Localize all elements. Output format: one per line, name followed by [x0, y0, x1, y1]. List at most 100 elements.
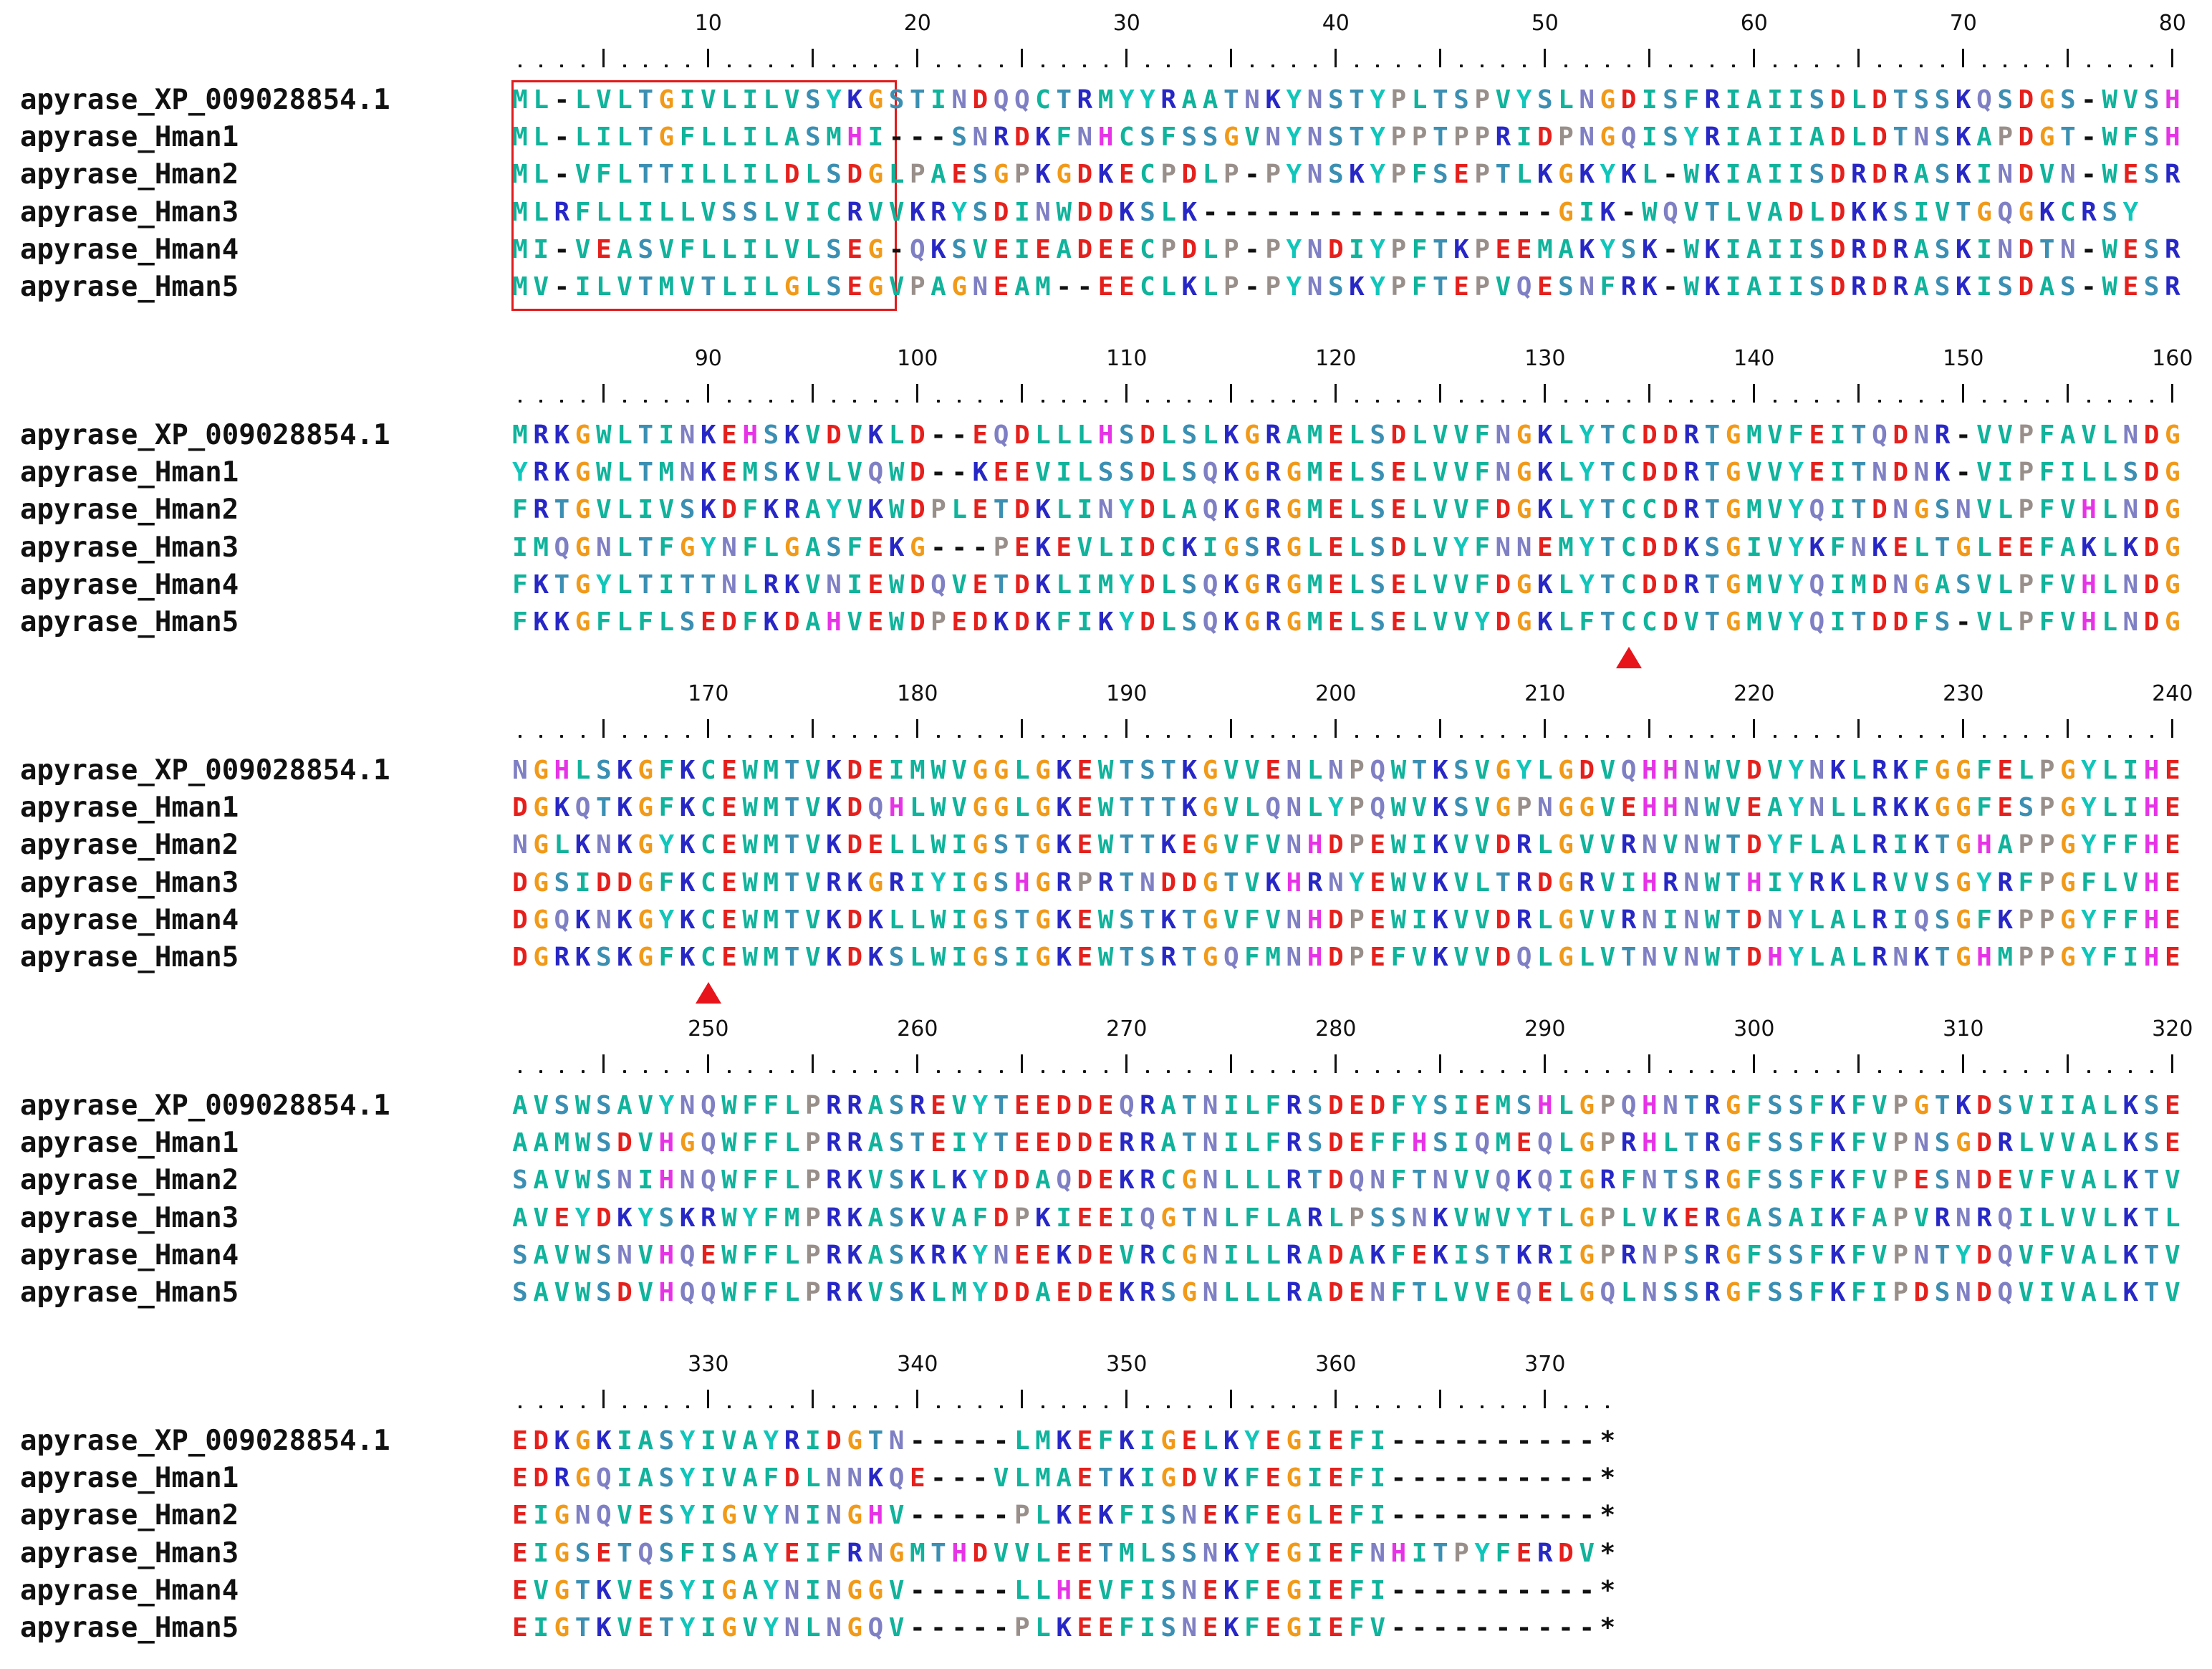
sequence-name: apyrase_Hman3 — [20, 1536, 239, 1569]
residue: S — [1934, 867, 1951, 898]
residue: T — [1704, 569, 1721, 600]
residue: E — [1035, 1240, 1051, 1270]
residue: G — [2059, 756, 2076, 785]
residue: T — [1432, 122, 1448, 153]
residue: D — [1620, 85, 1637, 115]
residue: R — [1516, 830, 1532, 860]
residue: F — [638, 607, 654, 637]
residue: R — [1683, 458, 1700, 488]
residue: K — [554, 793, 570, 823]
residue: C — [1620, 532, 1637, 562]
residue: G — [1558, 943, 1574, 972]
ruler-dot — [686, 1070, 689, 1073]
residue: L — [554, 830, 570, 860]
ruler-dot — [1062, 400, 1066, 403]
residue: E — [2122, 272, 2139, 302]
residue: D — [1077, 1165, 1093, 1196]
residue: Q — [679, 1240, 696, 1270]
residue: G — [2039, 122, 2055, 153]
residue: P — [1390, 85, 1407, 115]
residue: H — [658, 1165, 675, 1196]
residue: R — [1704, 85, 1721, 115]
stop-mark: * — [1600, 1501, 1616, 1531]
residue: E — [1077, 1501, 1093, 1531]
residue: M — [1035, 272, 1051, 302]
sequence-name: apyrase_Hman3 — [20, 1201, 239, 1234]
residue: R — [1704, 1278, 1721, 1307]
residue: G — [1244, 458, 1260, 488]
residue: R — [1495, 122, 1511, 153]
residue: D — [1056, 1128, 1072, 1158]
residue: A — [533, 1165, 549, 1196]
gap-residue: - — [1411, 1575, 1428, 1605]
ruler-dot — [1711, 735, 1714, 738]
residue: S — [1809, 160, 1825, 190]
residue: V — [1453, 1203, 1469, 1233]
residue: Q — [1014, 85, 1030, 115]
residue: L — [1035, 420, 1051, 450]
residue: H — [888, 793, 905, 823]
residue: D — [1327, 1278, 1344, 1307]
residue: L — [763, 532, 779, 562]
residue: F — [1244, 943, 1260, 972]
residue: I — [1913, 197, 1930, 227]
residue: H — [1307, 830, 1323, 860]
residue: G — [1725, 495, 1741, 525]
residue: T — [700, 569, 716, 600]
residue: V — [1474, 943, 1491, 972]
residue: D — [1663, 420, 1678, 450]
ruler-dot — [2150, 64, 2153, 67]
residue: V — [617, 1613, 633, 1642]
residue: N — [1913, 458, 1930, 488]
residue: I — [700, 1613, 716, 1642]
ruler-dot — [644, 1405, 648, 1408]
residue: F — [1809, 1278, 1825, 1307]
residue: Y — [1370, 234, 1386, 264]
residue: S — [512, 1278, 528, 1307]
residue: L — [595, 197, 612, 227]
residue: N — [784, 1613, 800, 1642]
residue: A — [1767, 793, 1783, 823]
residue: I — [742, 160, 759, 190]
residue: D — [2143, 458, 2160, 488]
residue: K — [1516, 1165, 1532, 1196]
residue: G — [1725, 1165, 1741, 1196]
residue: Q — [1537, 1165, 1553, 1196]
residue: Q — [1202, 495, 1218, 525]
ruler-dot — [1815, 735, 1819, 738]
ruler-number: 30 — [1112, 11, 1140, 36]
residue: T — [2143, 1240, 2160, 1270]
ruler-tick — [812, 49, 814, 67]
ruler-number: 90 — [694, 346, 722, 371]
residue: V — [1976, 420, 1992, 450]
residue: N — [1913, 1128, 1930, 1158]
residue: G — [1579, 1165, 1595, 1196]
residue: Q — [1620, 122, 1637, 153]
ruler-dot — [1836, 64, 1840, 67]
residue: V — [847, 607, 863, 637]
residue: V — [2018, 1278, 2034, 1307]
residue: D — [1327, 943, 1344, 972]
residue: N — [617, 1165, 633, 1196]
residue: G — [1558, 197, 1574, 227]
residue: V — [2164, 1240, 2180, 1270]
ruler-number: 80 — [2158, 11, 2186, 36]
residue: Q — [1516, 943, 1532, 972]
residue: S — [2143, 1128, 2160, 1158]
residue: I — [951, 867, 968, 898]
residue: N — [1641, 1278, 1658, 1307]
residue: Y — [1683, 122, 1700, 153]
residue: G — [638, 943, 654, 972]
residue: E — [1077, 830, 1093, 860]
ruler-tick — [2067, 49, 2069, 67]
residue: T — [1056, 85, 1072, 115]
residue: A — [2081, 1128, 2097, 1158]
residue: F — [1056, 122, 1072, 153]
residue: K — [679, 867, 696, 898]
residue: E — [554, 1203, 570, 1233]
residue: F — [658, 532, 675, 562]
gap-residue: - — [2081, 272, 2097, 302]
residue: F — [574, 197, 591, 227]
residue: G — [1202, 793, 1218, 823]
